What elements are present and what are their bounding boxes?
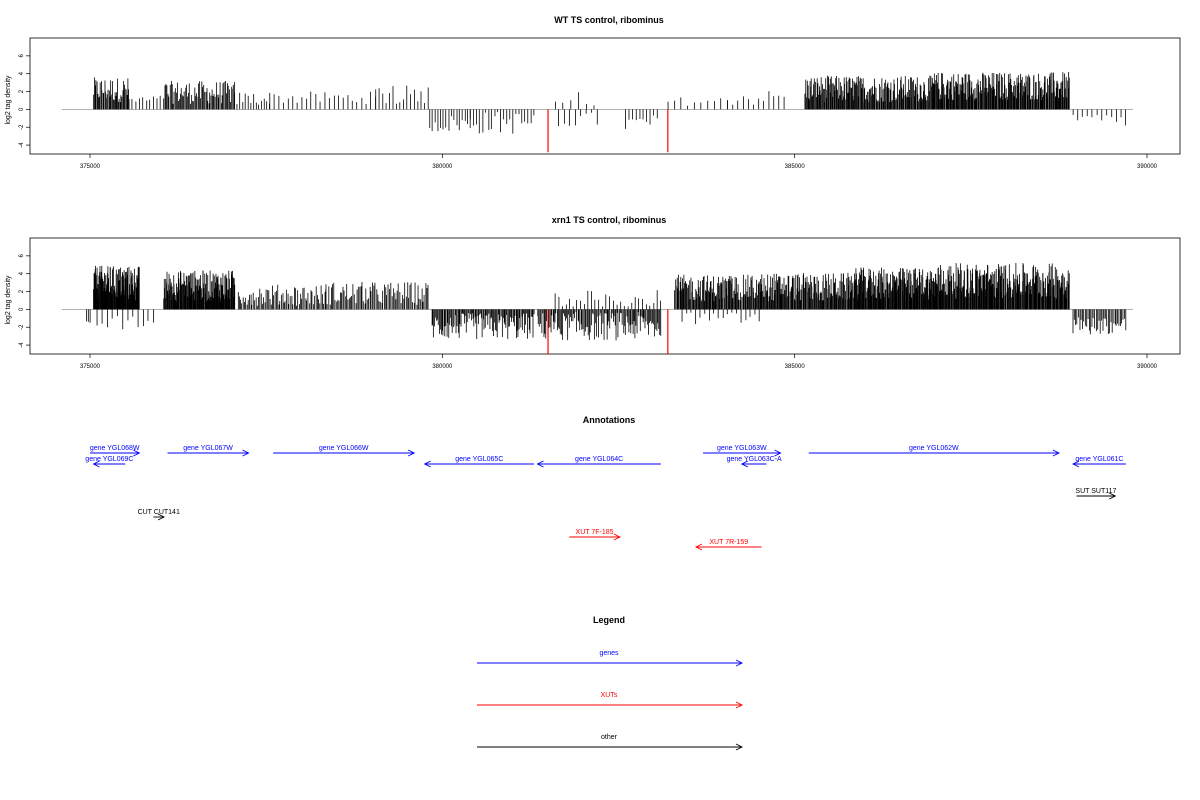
y-tick-label: 0 [19, 107, 25, 111]
x-tick-label: 375000 [80, 364, 101, 370]
plot-frame [29, 37, 1181, 155]
legend-item-gene: genes [477, 650, 744, 667]
annotation-label: gene YGL064C [575, 456, 623, 463]
legend-label: XUTs [601, 692, 618, 699]
annotation-gene-ygl068w: gene YGL068W [90, 445, 141, 457]
annotation-xut-7f-185: XUT 7F-185 [569, 529, 621, 541]
annotation-label: gene YGL066W [319, 445, 369, 452]
annotation-label: gene YGL062W [909, 445, 959, 452]
annotation-label: gene YGL063C-A [727, 456, 782, 463]
x-tick-label: 375000 [80, 164, 101, 170]
annotation-gene-ygl067w: gene YGL067W [167, 445, 250, 457]
chart-panel-1: -4 -2 0 2 4 6 375000 380000 385000 390000 [19, 237, 1181, 370]
annotation-label: CUT CUT141 [138, 509, 180, 516]
x-tick-label: 390000 [1137, 364, 1158, 370]
annotation-label: XUT 7F-185 [576, 529, 614, 536]
annotation-gene-ygl062w: gene YGL062W [808, 445, 1060, 457]
density-bars [86, 262, 1127, 341]
y-tick-label: -2 [19, 124, 25, 130]
annotations-layer: gene YGL068W gene YGL069C gene YGL067W gene… [85, 445, 1126, 551]
y-axis-label-xrn1: log2 tag density [5, 275, 12, 325]
legend-item-other: other [477, 734, 744, 751]
annotation-label: gene YGL065C [455, 456, 503, 463]
legend-title: Legend [593, 615, 625, 625]
annotation-label: gene YGL061C [1075, 456, 1123, 463]
annotation-label: XUT 7R-159 [709, 539, 748, 546]
y-tick-label: 2 [19, 89, 25, 93]
legend-arrowhead [735, 743, 744, 751]
annotation-gene-ygl065c: gene YGL065C [423, 456, 534, 468]
y-tick-label: -4 [19, 142, 25, 148]
y-tick-label: 0 [19, 307, 25, 311]
x-tick-label: 380000 [432, 164, 453, 170]
annotation-arrowhead [536, 460, 544, 468]
y-tick-label: 4 [19, 271, 25, 275]
annotation-arrowhead [613, 533, 621, 541]
annotation-label: SUT SUT117 [1075, 488, 1116, 495]
legend-layer: genes XUTs other [477, 650, 744, 751]
y-tick-label: 6 [19, 54, 25, 58]
y-tick-label: 2 [19, 289, 25, 293]
annotation-arrowhead [242, 449, 250, 457]
density-bars [93, 71, 1126, 134]
annotation-arrowhead [407, 449, 416, 457]
chart-title-xrn1: xrn1 TS control, ribominus [552, 215, 667, 225]
legend-label: other [601, 734, 618, 741]
annotation-arrowhead [1052, 449, 1060, 457]
annotation-label: gene YGL068W [90, 445, 140, 452]
annotation-arrowhead [157, 513, 165, 521]
plot-frame [29, 237, 1181, 355]
annotation-gene-ygl063w: gene YGL063W [703, 445, 782, 457]
annotation-arrowhead [92, 460, 100, 468]
annotation-gene-ygl064c: gene YGL064C [536, 456, 661, 468]
annotation-arrowhead [740, 460, 749, 468]
annotation-arrowhead [1109, 492, 1117, 500]
annotation-gene-ygl061c: gene YGL061C [1072, 456, 1126, 468]
annotation-arrowhead [423, 460, 431, 468]
annotation-label: gene YGL069C [85, 456, 133, 463]
annotation-arrowhead [695, 543, 703, 551]
chart-title-wt: WT TS control, ribominus [554, 15, 664, 25]
annotation-label: gene YGL063W [717, 445, 767, 452]
y-tick-label: 4 [19, 71, 25, 75]
x-tick-label: 380000 [432, 364, 453, 370]
x-tick-label: 385000 [785, 364, 806, 370]
annotation-xut-7r-159: XUT 7R-159 [695, 539, 762, 551]
legend-arrowhead [735, 701, 744, 709]
annotation-arrowhead [1072, 460, 1080, 468]
legend-item-xut: XUTs [477, 692, 744, 709]
y-tick-label: 6 [19, 254, 25, 258]
annotation-sut-sut117: SUT SUT117 [1075, 488, 1117, 500]
x-tick-label: 385000 [785, 164, 806, 170]
legend-arrowhead [735, 659, 744, 667]
y-axis-label-wt: log2 tag density [5, 75, 12, 125]
annotations-title: Annotations [583, 415, 636, 425]
annotation-gene-ygl063c-a: gene YGL063C-A [727, 456, 782, 468]
annotation-arrowhead [133, 449, 141, 457]
annotation-label: gene YGL067W [183, 445, 233, 452]
charts-layer: -4 -2 0 2 4 6 375000 380000 385000 390000 -4 -2 0 2 4 6… [19, 37, 1181, 370]
annotation-gene-ygl066w: gene YGL066W [273, 445, 416, 457]
y-tick-label: -4 [19, 342, 25, 348]
annotation-gene-ygl069c: gene YGL069C [85, 456, 133, 468]
y-tick-label: -2 [19, 324, 25, 330]
legend-label: genes [599, 650, 619, 657]
x-tick-label: 390000 [1137, 164, 1158, 170]
annotation-arrowhead [774, 449, 782, 457]
annotation-cut-cut141: CUT CUT141 [138, 509, 180, 521]
chart-panel-0: -4 -2 0 2 4 6 375000 380000 385000 390000 [19, 37, 1181, 170]
